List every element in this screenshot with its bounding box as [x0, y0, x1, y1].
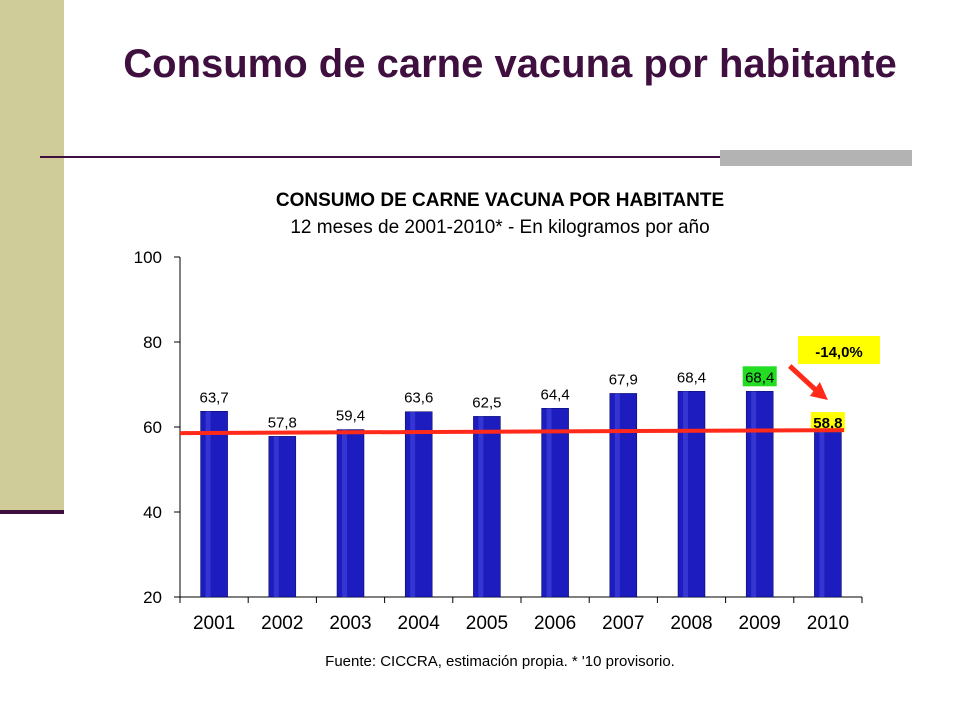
- data-label: 59,4: [336, 408, 365, 425]
- x-tick-label: 2007: [602, 613, 644, 634]
- title-rule: [40, 156, 912, 158]
- chart-subtitle: 12 meses de 2001-2010* - En kilogramos p…: [290, 217, 709, 238]
- x-tick-label: 2008: [670, 613, 712, 634]
- highlight-box: [742, 366, 777, 387]
- annotation-box: [798, 336, 880, 364]
- bar: [745, 391, 774, 598]
- bar-shine: [819, 432, 825, 597]
- chart-title: CONSUMO DE CARNE VACUNA POR HABITANTE: [276, 190, 724, 211]
- data-label: 68,4: [745, 369, 774, 386]
- annotation-arrowhead: [809, 382, 828, 400]
- data-label: 68,4: [677, 369, 706, 386]
- x-tick-label: 2006: [534, 613, 576, 634]
- x-tick-label: 2010: [807, 613, 849, 634]
- chart-source: Fuente: CICCRA, estimación propia. * '10…: [325, 653, 675, 670]
- y-tick-label: 100: [134, 248, 162, 267]
- data-label: 63,6: [404, 390, 433, 407]
- x-tick-label: 2005: [466, 613, 508, 634]
- side-band: [0, 0, 64, 510]
- x-tick-label: 2009: [739, 613, 781, 634]
- bar-shine: [478, 416, 484, 597]
- data-label: 58,8: [813, 415, 842, 432]
- bar: [541, 408, 569, 598]
- data-label: 57,8: [268, 414, 297, 431]
- bar: [677, 391, 706, 598]
- x-tick-label: 2002: [261, 613, 303, 634]
- bar: [200, 411, 228, 598]
- title-rule-accent: [720, 150, 912, 166]
- bar-shine: [342, 429, 347, 597]
- bar-shine: [546, 408, 552, 597]
- y-tick-label: 60: [143, 418, 162, 437]
- bar-shine: [751, 391, 757, 597]
- bar: [404, 411, 433, 598]
- bar-shine: [273, 436, 279, 597]
- annotation-arrow: [788, 364, 820, 394]
- y-tick-label: 20: [143, 588, 162, 607]
- bar: [814, 431, 842, 598]
- x-tick-label: 2003: [329, 613, 371, 634]
- highlight-box: [810, 412, 845, 433]
- bar: [473, 416, 501, 598]
- bar: [336, 429, 365, 598]
- bar-shine: [614, 393, 620, 597]
- annotation-label: -14,0%: [815, 344, 863, 361]
- slide-title: Consumo de carne vacuna por habitante: [123, 42, 897, 86]
- reference-line: [179, 428, 845, 436]
- bar: [609, 393, 638, 598]
- y-tick-label: 40: [143, 503, 162, 522]
- data-label: 63,7: [199, 389, 228, 406]
- data-label: 64,4: [540, 386, 569, 403]
- side-accent-line: [0, 510, 64, 514]
- x-tick-label: 2001: [193, 613, 235, 634]
- bar-shine: [205, 411, 211, 597]
- data-label: 62,5: [472, 394, 501, 411]
- bar-shine: [683, 391, 688, 597]
- data-label: 67,9: [609, 371, 638, 388]
- bar: [268, 436, 297, 598]
- x-tick-label: 2004: [398, 613, 441, 634]
- y-tick-label: 80: [143, 333, 162, 352]
- bar-shine: [410, 411, 416, 597]
